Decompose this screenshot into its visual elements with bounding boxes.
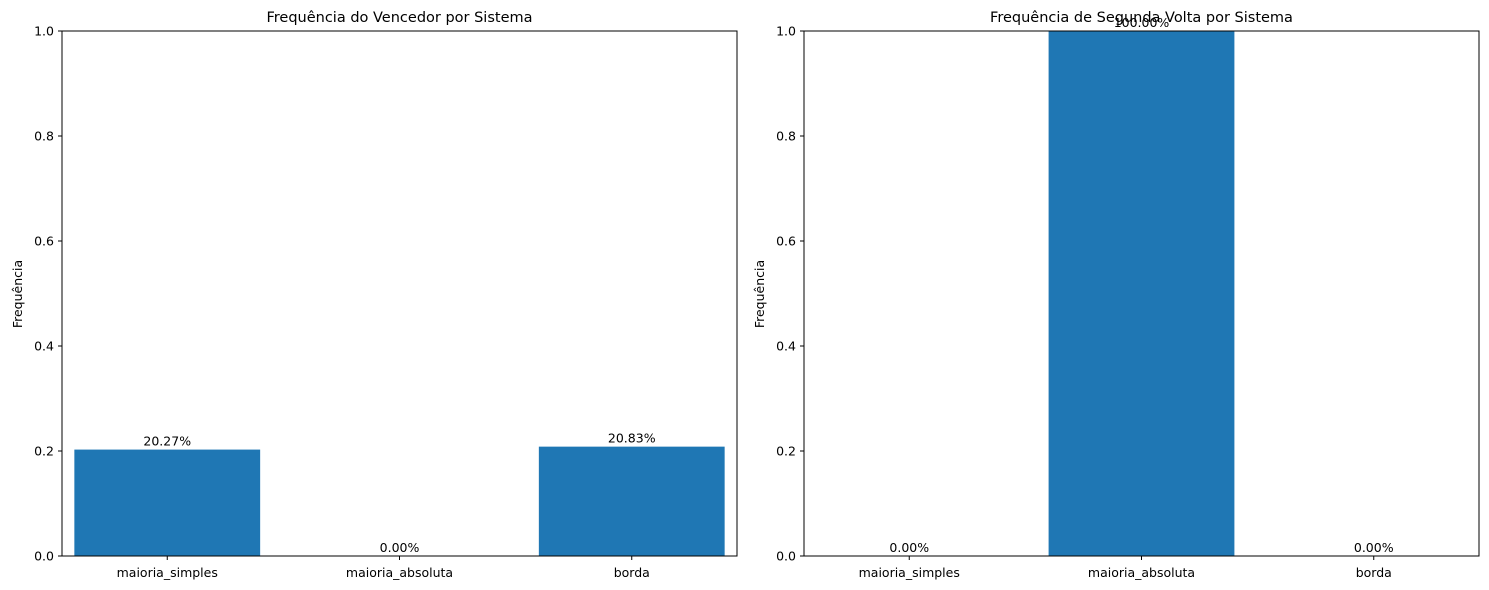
data-labels-group: 0.00% 100.00% 0.00% xyxy=(889,15,1393,555)
x-tick-label: borda xyxy=(1356,565,1392,580)
data-label: 0.00% xyxy=(889,540,929,555)
x-tick-label: maioria_absoluta xyxy=(346,565,453,580)
x-tick-label: maioria_absoluta xyxy=(1088,565,1195,580)
x-ticks-group: maioria_simples maioria_absoluta borda xyxy=(859,556,1392,580)
x-tick-label: maioria_simples xyxy=(859,565,960,580)
chart-winner-frequency: Frequência do Vencedor por Sistema Frequ… xyxy=(10,10,738,580)
y-tick-label: 0.8 xyxy=(776,129,796,144)
bar-maioria-simples xyxy=(74,449,261,556)
y-tick-label: 1.0 xyxy=(776,24,796,39)
x-ticks-group: maioria_simples maioria_absoluta borda xyxy=(117,556,650,580)
y-tick-label: 0.2 xyxy=(776,444,796,459)
plot-frame xyxy=(61,30,738,557)
y-tick-label: 0.4 xyxy=(34,339,54,354)
y-tick-label: 0.6 xyxy=(34,234,54,249)
plot-frame xyxy=(803,30,1480,557)
x-tick-label: borda xyxy=(614,565,650,580)
y-axis-label: Frequência xyxy=(752,260,767,328)
data-label: 0.00% xyxy=(1354,540,1394,555)
chart-second-round-frequency: Frequência de Segunda Volta por Sistema … xyxy=(752,10,1480,580)
y-tick-label: 0.0 xyxy=(34,549,54,564)
y-ticks-group: 0.0 0.2 0.4 0.6 0.8 1.0 xyxy=(34,24,62,564)
chart-title: Frequência de Segunda Volta por Sistema xyxy=(990,10,1293,26)
y-tick-label: 1.0 xyxy=(34,24,54,39)
y-tick-label: 0.2 xyxy=(34,444,54,459)
y-tick-label: 0.4 xyxy=(776,339,796,354)
data-label: 0.00% xyxy=(380,540,420,555)
data-label: 100.00% xyxy=(1114,15,1170,30)
data-label: 20.27% xyxy=(143,434,191,449)
y-ticks-group: 0.0 0.2 0.4 0.6 0.8 1.0 xyxy=(776,24,804,564)
x-tick-label: maioria_simples xyxy=(117,565,218,580)
data-labels-group: 20.27% 0.00% 20.83% xyxy=(143,431,655,555)
y-axis-label: Frequência xyxy=(10,260,25,328)
data-label: 20.83% xyxy=(608,431,656,446)
bar-maioria-absoluta xyxy=(1048,31,1235,556)
bars-group xyxy=(1048,31,1235,556)
y-tick-label: 0.6 xyxy=(776,234,796,249)
chart-title: Frequência do Vencedor por Sistema xyxy=(266,10,532,26)
y-tick-label: 0.8 xyxy=(34,129,54,144)
bars-group xyxy=(74,446,725,556)
bar-borda xyxy=(538,446,725,556)
y-tick-label: 0.0 xyxy=(776,549,796,564)
